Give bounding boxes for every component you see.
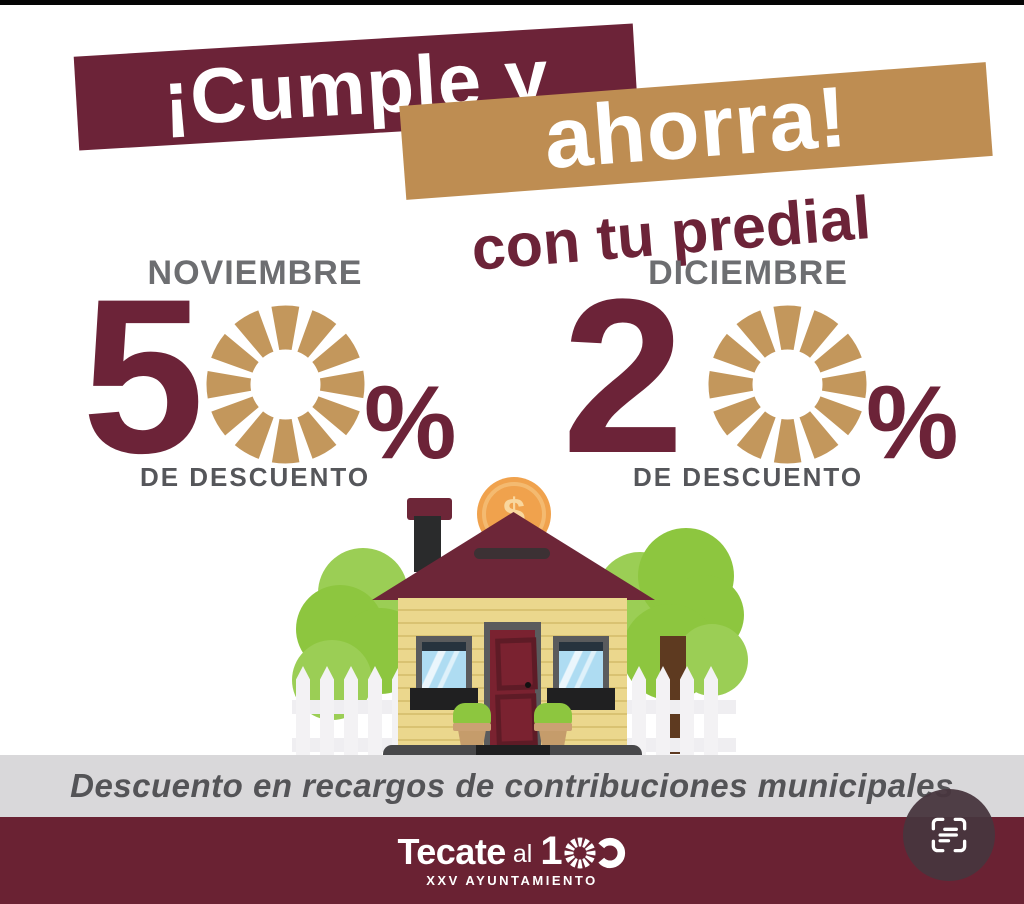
info-strip: Descuento en recargos de contribuciones … [0,755,1024,817]
logo-open-zero-icon [594,837,625,868]
door [490,630,538,755]
percent-sign-noviembre: % [364,365,457,481]
planter-shrub [534,703,572,725]
fence-picket [680,666,694,762]
fence-picket [296,666,310,762]
planter-pot-rim [534,723,572,731]
discount-caption-diciembre: DE DESCUENTO [632,462,864,492]
discount-digit-noviembre: 5 [82,253,204,499]
fence-picket [320,666,334,762]
window-sash [422,642,466,651]
fence-picket [656,666,670,762]
window-right [553,636,609,694]
planter-pot-rim [453,723,491,731]
logo-number-one: 1 [540,829,562,873]
month-label-noviembre: NOVIEMBRE [147,254,363,292]
fence-picket [632,666,646,762]
footer-bar: Tecate al 1 XXV AYUNTAMIENTO [0,817,1024,904]
footer-subtext: XXV AYUNTAMIENTO [426,873,598,888]
discount-caption-noviembre: DE DESCUENTO [139,462,371,492]
discount-digit-diciembre: 2 [562,253,684,499]
coin-slot [474,548,550,559]
logo-suffix-text: al [512,840,533,868]
fence-picket [344,666,358,762]
segmented-zero-icon [206,305,365,464]
chimney-cap [407,498,452,520]
door-panel [495,637,538,691]
month-label-diciembre: DICIEMBRE [648,254,848,292]
scan-text-icon [931,817,967,853]
door-knob [525,682,531,688]
tecate-logo: Tecate al 1 [0,829,1024,874]
window-left [416,636,472,694]
info-strip-text: Descuento en recargos de contribuciones … [70,767,954,804]
percent-sign-diciembre: % [866,365,959,481]
logo-brand-text: Tecate [397,830,506,872]
planter-shrub [453,703,491,725]
window-sash [559,642,603,651]
segmented-zero-icon [708,305,867,464]
headline-secondary-text: ahorra! [540,68,851,187]
fence-picket [704,666,718,762]
fence-picket [368,666,382,762]
select-text-in-image-button[interactable] [903,789,995,881]
top-letterbox [0,0,1024,5]
door-panel [495,693,538,747]
logo-segmented-zero-icon [564,837,596,868]
